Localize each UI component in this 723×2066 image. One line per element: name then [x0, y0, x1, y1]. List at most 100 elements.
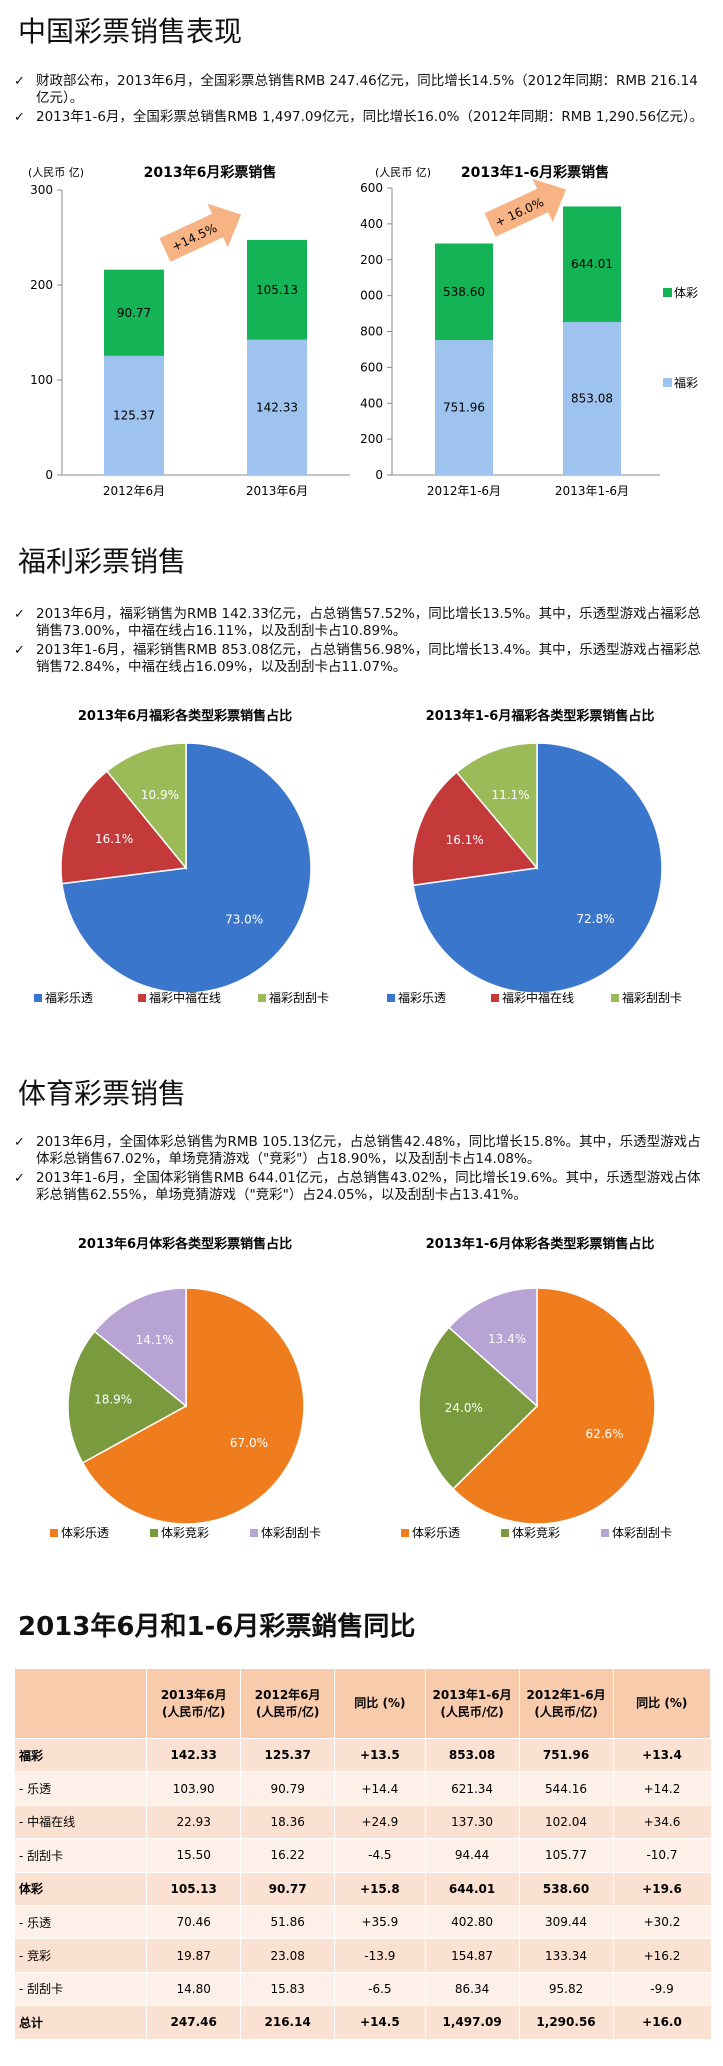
- legend-swatch: [50, 1529, 58, 1537]
- pie-value-label: 13.4%: [488, 1332, 526, 1346]
- pie-slice: [93, 1287, 187, 1408]
- check-icon: ✓: [14, 110, 25, 125]
- section-title-sports-lottery: 体育彩票销售: [18, 1077, 187, 1110]
- bar-fucai: [563, 321, 621, 475]
- bar-value-label: 853.08: [571, 391, 613, 405]
- table-cell: -9.9: [612, 1971, 711, 2007]
- table-cell: 142.33: [146, 1737, 241, 1773]
- table-cell: 133.34: [518, 1938, 614, 1973]
- table-row-label: - 刮刮卡: [13, 1838, 147, 1873]
- pie-value-label: 72.8%: [576, 912, 614, 926]
- legend-swatch: [138, 994, 146, 1002]
- table-row-label: 福彩: [13, 1737, 147, 1773]
- legend-swatch: [663, 378, 672, 387]
- x-tick-label: 2013年6月: [246, 484, 308, 498]
- table-cell: +13.4: [612, 1737, 711, 1773]
- legend-label: 体彩乐透: [61, 1526, 109, 1540]
- pie-slice: [67, 1330, 188, 1464]
- legend-label: 福彩刮刮卡: [269, 990, 329, 1005]
- legend-swatch: [250, 1529, 258, 1537]
- check-icon: ✓: [14, 1135, 25, 1150]
- table-cell: 86.34: [424, 1971, 520, 2007]
- table-cell: 105.13: [146, 1871, 241, 1906]
- table-cell: 1,497.09: [424, 2005, 520, 2040]
- legend-label: 福彩刮刮卡: [622, 990, 682, 1005]
- table-body: 福彩 142.33 125.37 +13.5 853.08 751.96 +13.4- 乐透…: [13, 1737, 711, 2040]
- check-icon: ✓: [14, 607, 25, 622]
- table-cell: +16.2: [612, 1938, 711, 1973]
- legend-label: 体彩乐透: [412, 1526, 460, 1540]
- table-row: - 中福在线 22.93 18.36 +24.9 137.30 102.04 +34.6: [13, 1804, 711, 1840]
- bullet-item: ✓ 财政部公布，2013年6月，全国彩票总销售RMB 247.46亿元，同比增长1…: [14, 73, 709, 107]
- section-title-lottery-sales: 中国彩票销售表现: [18, 15, 243, 48]
- bar-value-label: 751.96: [443, 401, 485, 415]
- y-tick-label: 1200: [360, 253, 383, 267]
- table-cell: 125.37: [240, 1737, 335, 1773]
- section-title-welfare-lottery: 福利彩票销售: [18, 545, 187, 578]
- table-header-row: 2013年6月 (人民币/亿) 2012年6月 (人民币/亿) 同比 (%) 2013年1…: [13, 1668, 712, 1739]
- x-tick-label: 2013年1-6月: [555, 484, 629, 498]
- table-row: - 刮刮卡 14.80 15.83 -6.5 86.34 95.82 -9.9: [13, 1971, 711, 2007]
- table-row: - 乐透 70.46 51.86 +35.9 402.80 309.44 +30.2: [13, 1904, 711, 1940]
- y-tick-label: 800: [360, 325, 383, 339]
- x-tick-label: 2012年6月: [103, 484, 165, 498]
- table-cell: 544.16: [518, 1771, 614, 1806]
- legend-swatch: [150, 1529, 158, 1537]
- bar-value-label: 538.60: [443, 285, 485, 299]
- table-cell: +19.6: [612, 1871, 711, 1906]
- table-cell: +24.9: [334, 1804, 426, 1840]
- chart-title: 2013年1-6月体彩各类型彩票销售占比: [426, 1236, 655, 1252]
- table-cell: 19.87: [146, 1938, 241, 1973]
- legend-label: 体彩刮刮卡: [612, 1526, 672, 1540]
- table-cell: 102.04: [518, 1804, 614, 1840]
- bar-value-label: 142.33: [256, 400, 298, 414]
- y-axis-label: (人民币 亿): [375, 166, 431, 179]
- table-cell: 538.60: [518, 1871, 614, 1906]
- y-tick-label: 400: [360, 396, 383, 410]
- y-tick-label: 200: [30, 278, 53, 292]
- table-column-header: 同比 (%): [612, 1668, 712, 1739]
- table-row-label: 总计: [13, 2005, 147, 2040]
- legend-swatch: [611, 994, 619, 1002]
- y-tick-label: 200: [360, 432, 383, 446]
- pie-value-label: 18.9%: [94, 1392, 132, 1406]
- chart-title: 2013年1-6月福彩各类型彩票销售占比: [426, 708, 655, 724]
- table-cell: +14.2: [612, 1771, 711, 1806]
- table-cell: 18.36: [240, 1804, 335, 1840]
- table-cell: 621.34: [424, 1771, 520, 1806]
- growth-arrow: +14.5%: [159, 203, 242, 262]
- comparison-table: 2013年6月 (人民币/亿) 2012年6月 (人民币/亿) 同比 (%) 2013年1…: [13, 1668, 712, 2040]
- table-cell: 1,290.56: [518, 2005, 614, 2040]
- bar-value-label: 644.01: [571, 257, 613, 271]
- table-row-label: 体彩: [13, 1871, 147, 1906]
- table-cell: 103.90: [146, 1771, 241, 1806]
- table-cell: 644.01: [424, 1871, 520, 1906]
- table-cell: 90.79: [240, 1771, 335, 1806]
- table-cell: 154.87: [424, 1938, 520, 1973]
- bullet-item: ✓ 2013年6月，福彩销售为RMB 142.33亿元，占总销售57.52%，同比…: [14, 606, 709, 640]
- table-cell: +35.9: [334, 1904, 426, 1940]
- table-cell: 15.83: [240, 1971, 335, 2007]
- table-column-header: 同比 (%): [334, 1668, 426, 1739]
- pie-value-label: 16.1%: [95, 832, 133, 846]
- check-icon: ✓: [14, 1171, 25, 1186]
- bullet-text: 2013年1-6月，福彩销售RMB 853.08亿元，占总销售56.98%，同比…: [36, 642, 701, 675]
- table-cell: -10.7: [612, 1838, 711, 1873]
- table-row-label: - 中福在线: [13, 1804, 147, 1840]
- table-cell: 95.82: [518, 1971, 614, 2007]
- pie-slice: [60, 770, 188, 885]
- y-tick-label: 0: [375, 468, 383, 482]
- pie-slice: [447, 1287, 538, 1408]
- bar-value-label: 105.13: [256, 283, 298, 297]
- y-tick-label: 100: [30, 373, 53, 387]
- pie-chart-welfare-june: 2013年6月福彩各类型彩票销售占比 73.0% 16.1% 10.9% 福彩乐透 福彩中…: [34, 708, 329, 1005]
- legend-swatch: [491, 994, 499, 1002]
- chart-title: 2013年6月福彩各类型彩票销售占比: [78, 708, 292, 724]
- table-row: - 乐透 103.90 90.79 +14.4 621.34 544.16 +14.2: [13, 1771, 711, 1806]
- table-column-header: 2013年6月 (人民币/亿): [146, 1668, 242, 1739]
- bullet-list-welfare: ✓ 2013年6月，福彩销售为RMB 142.33亿元，占总销售57.52%，同比…: [14, 606, 709, 678]
- growth-arrow-shape: [159, 203, 242, 262]
- check-icon: ✓: [14, 74, 25, 89]
- table-row: - 刮刮卡 15.50 16.22 -4.5 94.44 105.77 -10.7: [13, 1838, 711, 1873]
- legend-label: 体彩竞彩: [512, 1526, 560, 1540]
